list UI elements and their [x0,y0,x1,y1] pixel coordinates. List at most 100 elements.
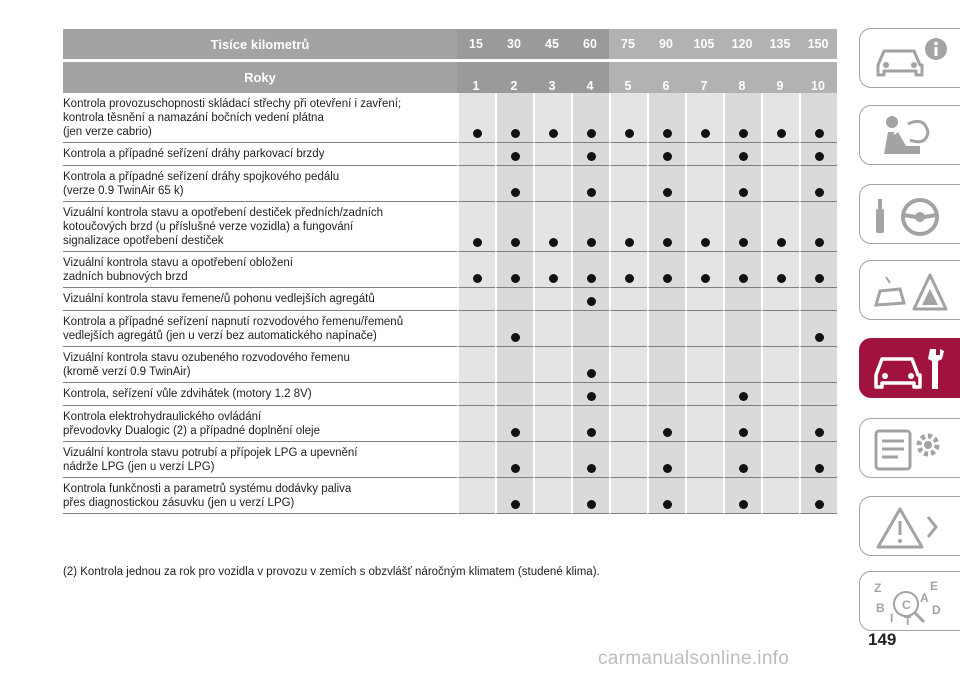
check-dot [814,152,824,161]
km-header-cell: 15 [457,29,495,62]
schedule-cell [685,143,723,166]
schedule-cell [533,93,571,143]
km-header-cell: 30 [495,29,533,62]
check-dot [814,333,824,342]
schedule-cell [799,478,837,514]
tab-technical-data[interactable] [859,418,960,478]
check-dot [624,238,634,247]
check-dot [586,369,596,378]
tab-multimedia[interactable] [859,496,960,556]
page-number: 149 [868,630,897,649]
schedule-cell [609,311,647,347]
schedule-cell [685,442,723,478]
check-dot [586,238,596,247]
schedule-cell [685,202,723,252]
schedule-cell [799,383,837,406]
schedule-cell [609,202,647,252]
check-dot [586,297,596,306]
check-dot [586,464,596,473]
schedule-cell [495,478,533,514]
schedule-cell [533,478,571,514]
km-header-cell: 60 [571,29,609,62]
km-header-cell: 135 [761,29,799,62]
schedule-cell [457,288,495,311]
schedule-cell [533,347,571,383]
index-letter: E [930,579,938,593]
years-header-label: Roky [63,62,457,93]
maintenance-schedule-table: Tisíce kilometrů 15 30 45 60 75 90 105 120 135 15… [63,29,837,514]
check-dot [738,274,748,283]
schedule-cell [533,202,571,252]
index-letter: T [904,614,912,626]
schedule-cell [647,383,685,406]
schedule-cell [647,166,685,202]
check-dot [814,238,824,247]
check-dot [700,274,710,283]
check-dot [738,464,748,473]
schedule-cell [723,442,761,478]
schedule-cell [799,202,837,252]
schedule-cell [723,166,761,202]
km-header-label: Tisíce kilometrů [63,29,457,62]
schedule-cell [457,347,495,383]
schedule-cell [685,406,723,442]
km-header-cell: 75 [609,29,647,62]
schedule-cell [647,311,685,347]
schedule-cell [457,166,495,202]
schedule-cell [533,383,571,406]
check-dot [738,238,748,247]
row-description: Kontrola funkčnosti a parametrů systému … [63,478,457,514]
km-header-cell: 45 [533,29,571,62]
check-dot [586,500,596,509]
table-row: Kontrola elektrohydraulického ovládání p… [63,406,837,442]
tab-dashboard[interactable] [859,28,960,88]
tab-index[interactable]: Z E B D C I T A [859,571,960,631]
tab-maintenance[interactable] [859,338,960,398]
schedule-cell [609,478,647,514]
year-header-cell: 6 [647,62,685,93]
schedule-cell [571,383,609,406]
check-dot [738,152,748,161]
schedule-cell [723,202,761,252]
schedule-cell [457,143,495,166]
schedule-cell [609,252,647,288]
check-dot [510,464,520,473]
schedule-cell [571,478,609,514]
schedule-cell [761,478,799,514]
check-dot [814,274,824,283]
check-dot [510,274,520,283]
check-dot [814,129,824,138]
check-dot [776,274,786,283]
schedule-cell [495,166,533,202]
km-header-cell: 150 [799,29,837,62]
check-dot [472,129,482,138]
schedule-cell [723,93,761,143]
tab-starting-driving[interactable] [859,184,960,244]
schedule-cell [799,93,837,143]
schedule-cell [723,311,761,347]
table-row: Kontrola a případné seřízení dráhy spojk… [63,166,837,202]
schedule-cell [799,288,837,311]
tab-emergency[interactable] [859,260,960,320]
schedule-cell [495,311,533,347]
check-dot [776,238,786,247]
schedule-cell [571,166,609,202]
check-dot [624,274,634,283]
row-description: Vizuální kontrola stavu ozubeného rozvod… [63,347,457,383]
schedule-cell [571,288,609,311]
year-header-cell: 9 [761,62,799,93]
row-description: Kontrola a případné seřízení napnutí roz… [63,311,457,347]
year-header-cell: 5 [609,62,647,93]
tab-safety[interactable] [859,105,960,165]
row-description: Vizuální kontrola stavu a opotřebení obl… [63,252,457,288]
schedule-cell [685,311,723,347]
schedule-cell [799,143,837,166]
row-description: Kontrola a případné seřízení dráhy spojk… [63,166,457,202]
check-dot [662,500,672,509]
schedule-cell [685,288,723,311]
schedule-cell [609,406,647,442]
row-description: Kontrola, seřízení vůle zdvihátek (motor… [63,383,457,406]
check-dot [548,129,558,138]
schedule-cell [647,288,685,311]
watermark: carmanualsonline.info [598,648,790,669]
